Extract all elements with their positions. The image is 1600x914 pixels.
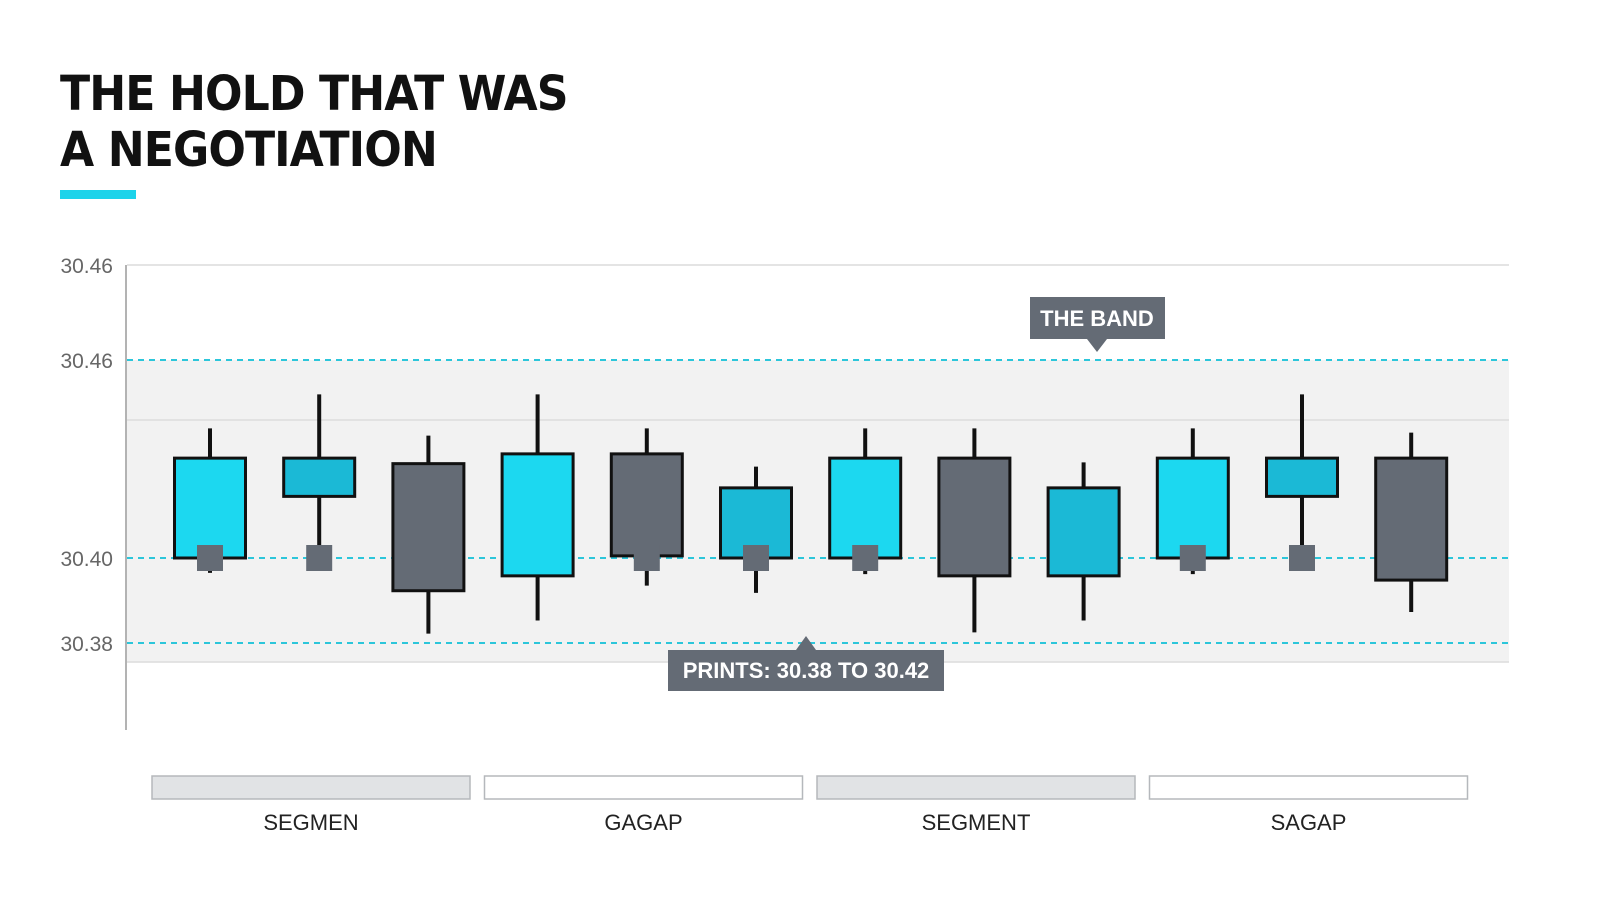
open-marker [633, 545, 660, 571]
title-line-1: THE HOLD THAT WAS [60, 66, 569, 122]
candle [391, 435, 466, 634]
candle-body [1374, 456, 1449, 582]
segment-bar [1148, 775, 1469, 800]
y-tick-label: 30.46 [60, 350, 113, 373]
open-marker [197, 545, 223, 571]
range-callout: PRINTS: 30.38 TO 30.42 [668, 636, 944, 691]
range-callout-pointer [796, 636, 816, 650]
candle [1046, 462, 1121, 621]
candle [1374, 432, 1449, 612]
candle [1265, 394, 1339, 571]
candle-body [828, 456, 903, 560]
chart-title: THE HOLD THAT WAS A NEGOTIATION [60, 66, 569, 178]
candle-body [173, 456, 247, 560]
open-marker [1289, 545, 1315, 571]
candle [609, 428, 684, 586]
candle-body [391, 462, 466, 593]
segment-label: GAGAP [604, 810, 682, 835]
title-accent-bar [60, 190, 136, 199]
open-marker [852, 545, 879, 571]
y-tick-label: 30.38 [60, 633, 113, 656]
open-marker [306, 545, 333, 571]
candle [719, 466, 793, 593]
range-callout-label: PRINTS: 30.38 TO 30.42 [683, 658, 930, 683]
candle-body [1046, 486, 1121, 578]
band-callout-label: THE BAND [1040, 306, 1154, 331]
range-callout-box [668, 650, 944, 691]
segments-layer: SEGMEN GAGAP SEGMENT SAGAP [151, 775, 1469, 835]
segment-bar [151, 775, 471, 800]
candle-body [1155, 456, 1230, 560]
y-tick-label: 30.40 [60, 548, 113, 571]
candle-body [282, 456, 357, 498]
candle [937, 428, 1012, 633]
title-line-2: A NEGOTIATION [60, 122, 438, 178]
band-callout-pointer [1087, 339, 1107, 352]
candle-body [609, 452, 684, 558]
y-tick-label: 30.46 [60, 255, 113, 278]
band-shading [127, 360, 1509, 662]
segment-label: SAGAP [1271, 810, 1347, 835]
segment: GAGAP [483, 775, 804, 835]
candle-body [937, 456, 1012, 578]
candle [282, 394, 357, 571]
segment-label: SEGMENT [922, 810, 1031, 835]
segment-label: SEGMEN [263, 810, 358, 835]
segment-bar [483, 775, 804, 800]
candle-body [1265, 456, 1339, 498]
candle [828, 428, 903, 575]
open-marker [1179, 545, 1206, 571]
segment: SAGAP [1148, 775, 1469, 835]
segment: SEGMENT [816, 775, 1136, 835]
candle-body [500, 452, 575, 578]
segment: SEGMEN [151, 775, 471, 835]
candles-layer [173, 394, 1449, 634]
open-marker [743, 545, 769, 571]
candle [500, 394, 575, 621]
band-callout: THE BAND [1030, 297, 1165, 352]
segment-bar [816, 775, 1136, 800]
candle [173, 428, 247, 573]
candle [1155, 428, 1230, 575]
band-callout-box [1030, 297, 1165, 339]
